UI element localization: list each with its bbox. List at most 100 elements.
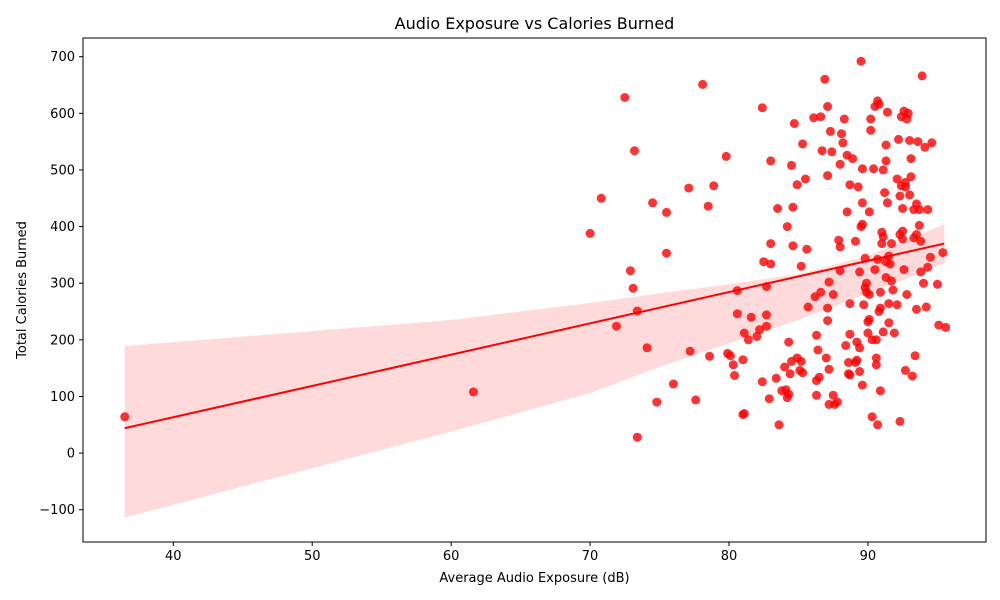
data-point	[785, 369, 795, 379]
data-point	[796, 356, 806, 366]
data-point	[792, 180, 802, 190]
data-point	[809, 113, 819, 123]
data-point	[652, 397, 662, 407]
data-point	[585, 228, 595, 238]
data-point	[832, 397, 842, 407]
data-point	[859, 300, 869, 310]
data-point	[662, 207, 671, 217]
x-tick-label: 80	[721, 549, 738, 564]
x-tick-label: 60	[443, 549, 460, 564]
data-point	[842, 207, 852, 217]
data-point	[934, 320, 944, 330]
y-tick-label: 0	[67, 447, 75, 462]
data-point	[835, 242, 845, 252]
data-point	[878, 327, 888, 337]
data-point	[823, 102, 833, 111]
data-point	[803, 302, 813, 312]
data-point	[857, 219, 867, 229]
data-point	[820, 74, 830, 84]
data-point	[907, 371, 917, 381]
data-point	[892, 300, 902, 310]
data-point	[855, 367, 865, 376]
data-point	[869, 164, 878, 174]
data-point	[759, 257, 769, 267]
data-point	[864, 314, 874, 324]
data-point	[895, 191, 905, 201]
data-point	[889, 328, 899, 338]
data-point	[898, 204, 908, 213]
data-point	[596, 193, 606, 203]
data-points-layer	[120, 56, 951, 442]
data-point	[881, 156, 891, 166]
y-tick-label: 600	[50, 107, 75, 122]
data-point	[923, 262, 933, 272]
data-point	[827, 147, 837, 157]
data-point	[784, 337, 794, 347]
data-point	[703, 201, 713, 211]
data-point	[866, 114, 876, 124]
data-point	[852, 355, 862, 365]
data-point	[816, 112, 826, 122]
data-point	[916, 267, 926, 277]
data-point	[625, 266, 635, 276]
data-point	[923, 205, 933, 215]
data-point	[941, 322, 951, 332]
data-point	[821, 353, 831, 363]
data-point	[784, 389, 794, 399]
data-point	[739, 409, 749, 418]
data-point	[906, 154, 916, 164]
data-point	[691, 395, 701, 405]
data-point	[862, 278, 871, 288]
chart-title: Audio Exposure vs Calories Burned	[395, 14, 675, 33]
data-point	[823, 171, 833, 181]
data-point	[882, 107, 892, 117]
x-axis-title: Average Audio Exposure (dB)	[439, 571, 629, 586]
data-point	[914, 220, 924, 230]
y-tick-label: 300	[50, 277, 75, 292]
y-tick-label: 200	[50, 333, 75, 348]
data-point	[746, 312, 756, 322]
data-point	[874, 99, 884, 109]
data-point	[732, 309, 742, 319]
data-point	[800, 174, 810, 184]
data-point	[685, 346, 695, 356]
data-point	[120, 412, 130, 422]
confidence-band	[124, 224, 945, 518]
data-point	[853, 182, 863, 192]
data-point	[632, 432, 642, 442]
data-point	[882, 198, 892, 208]
data-point	[938, 248, 948, 258]
data-point	[857, 380, 867, 390]
data-point	[848, 154, 858, 164]
regression-line-layer	[124, 242, 945, 430]
data-point	[885, 259, 895, 269]
data-point	[932, 279, 942, 289]
data-point	[921, 302, 931, 312]
data-point	[780, 362, 790, 372]
data-point	[875, 303, 885, 313]
data-point	[620, 93, 630, 102]
data-point	[743, 335, 753, 345]
data-point	[906, 172, 916, 182]
data-point	[812, 390, 821, 400]
data-point	[684, 183, 694, 193]
data-point	[881, 140, 891, 150]
y-axis-title: Total Calories Burned	[15, 221, 30, 360]
data-point	[789, 119, 799, 128]
data-point	[870, 265, 880, 275]
data-point	[757, 377, 767, 387]
data-point	[730, 371, 739, 380]
data-point	[774, 420, 784, 430]
data-point	[705, 351, 714, 361]
data-point	[642, 343, 652, 353]
data-point	[871, 335, 881, 345]
data-point	[824, 277, 834, 287]
data-point	[787, 160, 796, 170]
data-point	[905, 136, 915, 145]
data-point	[752, 331, 762, 341]
data-point	[728, 360, 738, 370]
x-tick-label: 50	[304, 549, 321, 564]
x-tick-label: 40	[165, 549, 182, 564]
data-point	[857, 198, 867, 208]
data-point	[887, 276, 896, 286]
